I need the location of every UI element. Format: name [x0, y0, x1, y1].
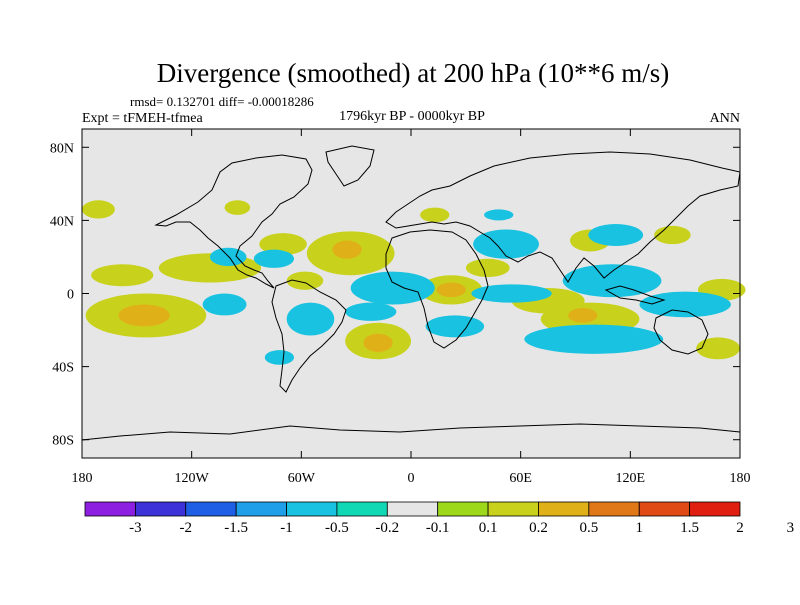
- colorbar-swatch-12: [689, 501, 741, 517]
- colorbar-label-8: 0.2: [529, 520, 548, 536]
- colorbar-swatch-10: [588, 501, 640, 517]
- divergence-region-negative-30: [473, 229, 539, 259]
- colorbar-swatch-1: [134, 501, 187, 517]
- colorbar-swatch-0: [84, 501, 136, 517]
- colorbar-swatch-6: [386, 501, 439, 517]
- y-tick-label-4: 80S: [52, 434, 74, 449]
- period-label: 1796kyr BP - 0000kyr BP: [339, 109, 485, 124]
- divergence-region-negative-26: [286, 302, 335, 336]
- colorbar-label-11: 1.5: [680, 520, 699, 536]
- divergence-region-negative-27: [350, 271, 435, 305]
- divergence-region-positive-0: [82, 200, 115, 219]
- chart-title: Divergence (smoothed) at 200 hPa (10**6 …: [157, 58, 669, 88]
- colorbar-swatch-4: [286, 501, 338, 517]
- x-tick-label-2: 60W: [288, 471, 316, 486]
- divergence-region-positive-8: [259, 233, 307, 256]
- colorbar-label-0: -3: [129, 520, 142, 536]
- divergence-region-positive-3: [91, 264, 154, 287]
- divergence-region-negative-28: [345, 302, 397, 321]
- colorbar-swatch-5: [336, 501, 388, 517]
- divergence-region-positive-15: [465, 258, 510, 278]
- divergence-region-negative-34: [639, 291, 731, 318]
- x-axis-ticks: 180 120W 60W 0 60E 120E 180: [72, 129, 751, 486]
- coastline-south-america: [271, 279, 347, 393]
- colorbar-label-13: 3: [787, 520, 795, 536]
- colorbar-swatch-7: [437, 501, 489, 517]
- colorbar-label-3: -1: [280, 520, 293, 536]
- coastline-southeast-asia: [604, 285, 666, 305]
- divergence-region-negative-23: [209, 247, 247, 267]
- colorbar-swatch-11: [638, 501, 691, 517]
- coastline-africa: [385, 229, 489, 349]
- divergence-region-negative-33: [524, 324, 664, 354]
- divergence-region-positive-21: [568, 308, 598, 323]
- colorbar-swatch-2: [185, 501, 237, 517]
- colorbar-label-6: -0.1: [426, 520, 450, 536]
- divergence-region-positive-11: [363, 333, 393, 352]
- x-tick-label-5: 120E: [616, 471, 646, 486]
- divergence-region-negative-29: [425, 315, 485, 338]
- colorbar-swatch-8: [487, 501, 539, 517]
- divergence-region-positive-13: [436, 282, 466, 298]
- x-tick-label-1: 120W: [175, 471, 210, 486]
- y-tick-label-3: 40S: [52, 361, 74, 376]
- season-label: ANN: [710, 111, 740, 126]
- colorbar-label-5: -0.2: [375, 520, 399, 536]
- colorbar-label-10: 1: [635, 520, 643, 536]
- coastline-antarctica: [81, 423, 741, 441]
- divergence-region-negative-24: [253, 249, 295, 268]
- divergence-region-negative-36: [484, 209, 514, 221]
- colorbar-label-1: -2: [180, 520, 193, 536]
- colorbar-swatch-3: [235, 501, 287, 517]
- experiment-label: Expt = tFMEH-tfmea: [82, 111, 203, 126]
- coastline-north-america: [154, 154, 313, 289]
- divergence-region-positive-17: [654, 225, 691, 245]
- coastlines: [81, 145, 741, 441]
- y-tick-label-1: 40N: [50, 214, 74, 229]
- divergence-region-negative-35: [588, 224, 644, 246]
- coastline-eurasia: [385, 151, 741, 283]
- divergence-region-positive-1: [224, 200, 251, 215]
- x-tick-label-3: 0: [408, 471, 415, 486]
- y-tick-label-2: 0: [67, 288, 74, 303]
- divergence-region-positive-22: [696, 337, 740, 360]
- x-tick-label-4: 60E: [509, 471, 532, 486]
- divergence-region-positive-7: [332, 240, 362, 259]
- coastline-greenland: [325, 145, 375, 187]
- divergence-region-negative-31: [471, 284, 552, 303]
- divergence-region-positive-5: [118, 304, 170, 327]
- divergence-region-negative-37: [264, 350, 295, 365]
- colorbar-label-12: 2: [736, 520, 744, 536]
- stats-line: rmsd= 0.132701 diff= -0.00018286: [130, 94, 314, 109]
- colorbar-swatch-9: [538, 501, 590, 517]
- divergence-region-positive-9: [286, 271, 324, 290]
- x-tick-label-0: 180: [72, 471, 93, 486]
- colorbar: -3 -2 -1.5 -1 -0.5 -0.2 -0.1 0.1 0.2 0.5 1 1.5 2 3: [84, 501, 795, 536]
- coastline-australia: [653, 309, 709, 355]
- x-tick-label-6: 180: [730, 471, 751, 486]
- colorbar-label-9: 0.5: [579, 520, 598, 536]
- colorbar-label-4: -0.5: [325, 520, 349, 536]
- map-plot: 180 120W 60W 0 60E 120E 180 80N 40N 0 40S 80S: [50, 128, 751, 486]
- colorbar-label-2: -1.5: [224, 520, 248, 536]
- y-tick-label-0: 80N: [50, 141, 74, 156]
- divergence-region-positive-14: [420, 207, 450, 223]
- divergence-region-negative-25: [202, 293, 247, 316]
- divergence-regions: [82, 200, 746, 365]
- divergence-region-negative-32: [562, 264, 662, 298]
- colorbar-label-7: 0.1: [479, 520, 498, 536]
- y-axis-ticks: 80N 40N 0 40S 80S: [50, 141, 740, 449]
